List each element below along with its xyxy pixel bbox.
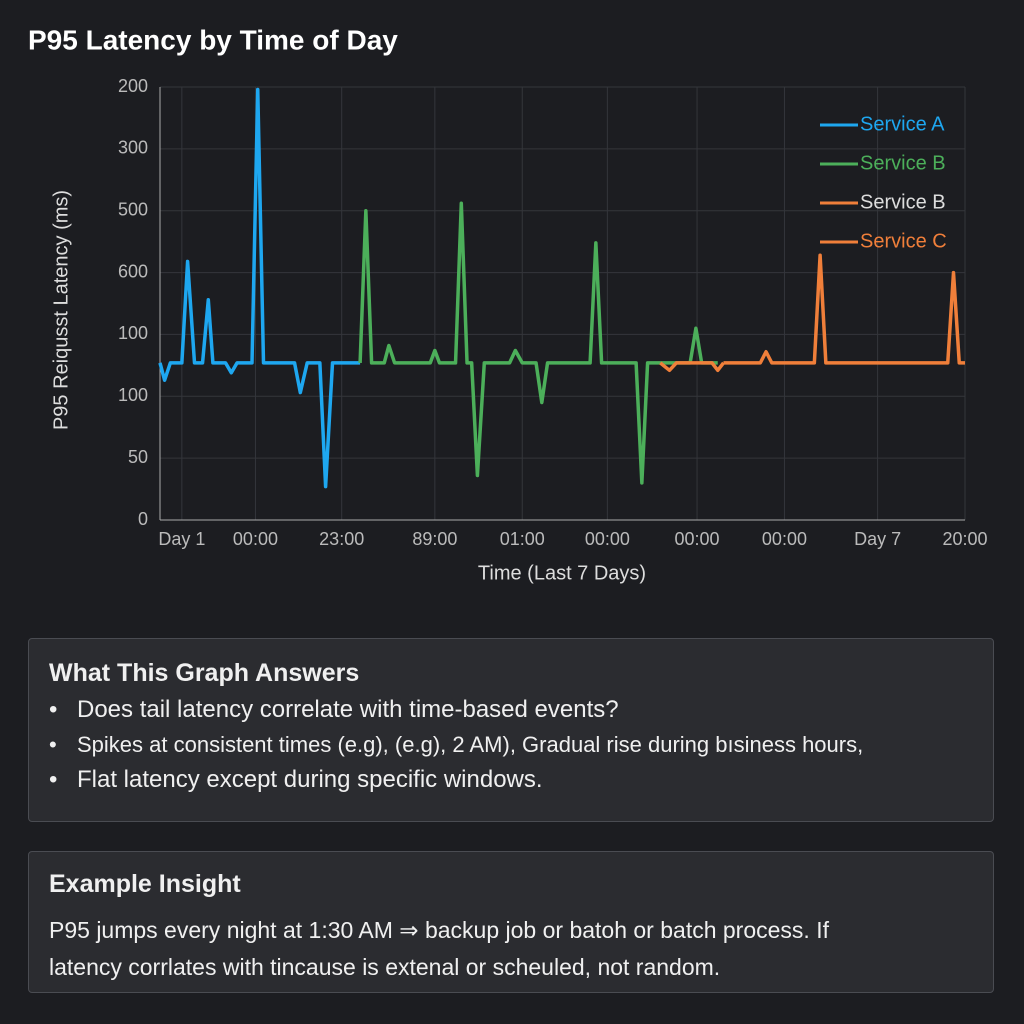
x-tick-label: Day 1 — [158, 529, 205, 549]
x-tick-label: 00:00 — [762, 529, 807, 549]
panel-title: What This Graph Answers — [49, 659, 360, 687]
bullet-text: Spikes at consistent times (e.g), (e.g),… — [77, 732, 864, 757]
y-tick-label: 0 — [138, 509, 148, 529]
y-tick-label: 600 — [118, 261, 148, 281]
y-tick-label: 300 — [118, 138, 148, 158]
insight-panel: Example Insight P95 jumps every night at… — [28, 851, 994, 993]
panel-title: Example Insight — [49, 870, 241, 898]
x-axis-label: Time (Last 7 Days) — [478, 562, 646, 584]
x-tick-label: 00:00 — [585, 529, 630, 549]
y-tick-label: 100 — [118, 385, 148, 405]
x-tick-label: 23:00 — [319, 529, 364, 549]
series-line — [158, 87, 361, 489]
chart: P95 Latency by Time of Day Time (Last 7 … — [28, 24, 988, 584]
bullet: • Spikes at consistent times (e.g), (e.g)… — [49, 732, 864, 757]
y-tick-label: 200 — [118, 76, 148, 96]
bullet-text: Flat latency except during specific wind… — [77, 766, 543, 793]
chart-title: P95 Latency by Time of Day — [28, 24, 398, 55]
y-tick-label: 50 — [128, 447, 148, 467]
x-tick-label: 00:00 — [233, 529, 278, 549]
insight-text: latency corrlates with tincause is exten… — [49, 954, 721, 980]
bullet: • Flat latency except during specific win… — [49, 766, 543, 793]
x-tick-label: Day 7 — [854, 529, 901, 549]
x-tick-label: 01:00 — [500, 529, 545, 549]
legend-label: Service C — [860, 230, 947, 252]
series-line — [723, 253, 965, 365]
bullet-text: Does tail latency correlate with time-ba… — [77, 696, 619, 723]
bullet: • Does tail latency correlate with time-b… — [49, 696, 619, 723]
x-tick-label: 89:00 — [412, 529, 457, 549]
insight-text: P95 jumps every night at 1:30 AM ⇒ backu… — [49, 917, 829, 943]
legend-label: Service B — [860, 152, 946, 174]
y-tick-label: 100 — [118, 323, 148, 343]
answers-panel: What This Graph Answers • Does tail laten… — [28, 638, 994, 822]
legend-label: Service B — [860, 191, 946, 213]
legend-label: Service A — [860, 113, 945, 135]
series-line — [659, 361, 725, 373]
y-axis-label: P95 Reiqusst Latency (ms) — [50, 190, 72, 430]
x-tick-label: 20:00 — [942, 529, 987, 549]
series-line — [358, 201, 718, 485]
y-tick-label: 500 — [118, 199, 148, 219]
x-tick-label: 00:00 — [675, 529, 720, 549]
